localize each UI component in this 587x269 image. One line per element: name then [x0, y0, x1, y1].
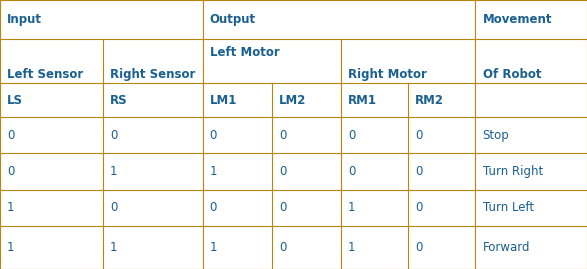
Text: Turn Right: Turn Right: [483, 165, 543, 178]
Text: Forward: Forward: [483, 241, 530, 254]
Text: 0: 0: [110, 129, 117, 142]
Text: 0: 0: [210, 129, 217, 142]
Text: 0: 0: [279, 201, 286, 214]
Text: 1: 1: [7, 241, 15, 254]
Text: Input: Input: [7, 13, 42, 26]
Text: 0: 0: [7, 165, 15, 178]
Text: 0: 0: [415, 201, 423, 214]
Text: 0: 0: [279, 241, 286, 254]
Text: Movement: Movement: [483, 13, 552, 26]
Text: 0: 0: [415, 241, 423, 254]
Text: 1: 1: [348, 241, 356, 254]
Text: RM2: RM2: [415, 94, 444, 107]
Text: LM2: LM2: [279, 94, 306, 107]
Text: Turn Left: Turn Left: [483, 201, 534, 214]
Text: 1: 1: [210, 165, 217, 178]
Text: RM1: RM1: [348, 94, 377, 107]
Text: 1: 1: [210, 241, 217, 254]
Text: 1: 1: [348, 201, 356, 214]
Text: 0: 0: [279, 129, 286, 142]
Text: 1: 1: [110, 241, 117, 254]
Text: Right Sensor: Right Sensor: [110, 68, 195, 81]
Text: 0: 0: [348, 165, 356, 178]
Text: 0: 0: [210, 201, 217, 214]
Text: Left Sensor: Left Sensor: [7, 68, 83, 81]
Text: 0: 0: [110, 201, 117, 214]
Text: 0: 0: [348, 129, 356, 142]
Text: 0: 0: [279, 165, 286, 178]
Text: 1: 1: [110, 165, 117, 178]
Text: 0: 0: [7, 129, 15, 142]
Text: Left Motor: Left Motor: [210, 46, 279, 59]
Text: Right Motor: Right Motor: [348, 68, 427, 81]
Text: Of Robot: Of Robot: [483, 68, 541, 81]
Text: RS: RS: [110, 94, 127, 107]
Text: 0: 0: [415, 165, 423, 178]
Text: 0: 0: [415, 129, 423, 142]
Text: 1: 1: [7, 201, 15, 214]
Text: Stop: Stop: [483, 129, 510, 142]
Text: LM1: LM1: [210, 94, 237, 107]
Text: LS: LS: [7, 94, 23, 107]
Text: Output: Output: [210, 13, 256, 26]
